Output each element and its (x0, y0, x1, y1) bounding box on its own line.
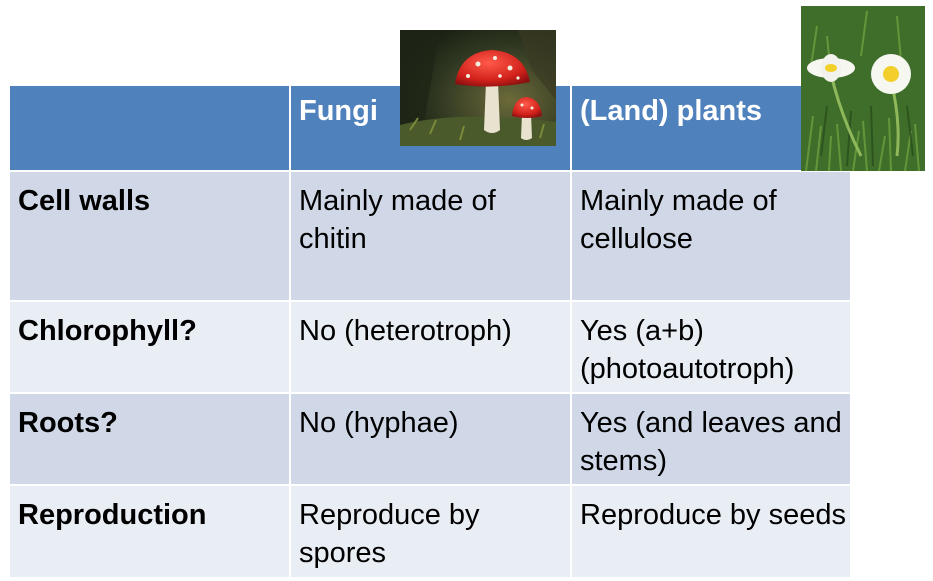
cell-fungi-roots: No (hyphae) (289, 392, 572, 486)
row-label-cell-walls: Cell walls (8, 170, 291, 302)
table-row: Chlorophyll? No (heterotroph) Yes (a+b) … (8, 300, 852, 394)
header-cell-empty (8, 84, 291, 172)
cell-fungi-chlorophyll: No (heterotroph) (289, 300, 572, 394)
comparison-table: Fungi (Land) plants Cell walls Mainly ma… (8, 84, 852, 579)
row-label-chlorophyll: Chlorophyll? (8, 300, 291, 394)
mushroom-illustration (400, 30, 556, 146)
cell-plants-roots: Yes (and leaves and stems) (570, 392, 852, 486)
daisy-illustration (801, 6, 925, 171)
cell-fungi-reproduction: Reproduce by spores (289, 484, 572, 579)
cell-plants-chlorophyll: Yes (a+b) (photoautotroph) (570, 300, 852, 394)
daisy-photo (801, 6, 925, 171)
row-label-reproduction: Reproduction (8, 484, 291, 579)
table-row: Reproduction Reproduce by spores Reprodu… (8, 484, 852, 579)
mushroom-photo (400, 30, 556, 146)
row-label-roots: Roots? (8, 392, 291, 486)
cell-fungi-cell-walls: Mainly made of chitin (289, 170, 572, 302)
table-row: Cell walls Mainly made of chitin Mainly … (8, 170, 852, 302)
cell-plants-reproduction: Reproduce by seeds (570, 484, 852, 579)
cell-plants-cell-walls: Mainly made of cellulose (570, 170, 852, 302)
table-row: Roots? No (hyphae) Yes (and leaves and s… (8, 392, 852, 486)
